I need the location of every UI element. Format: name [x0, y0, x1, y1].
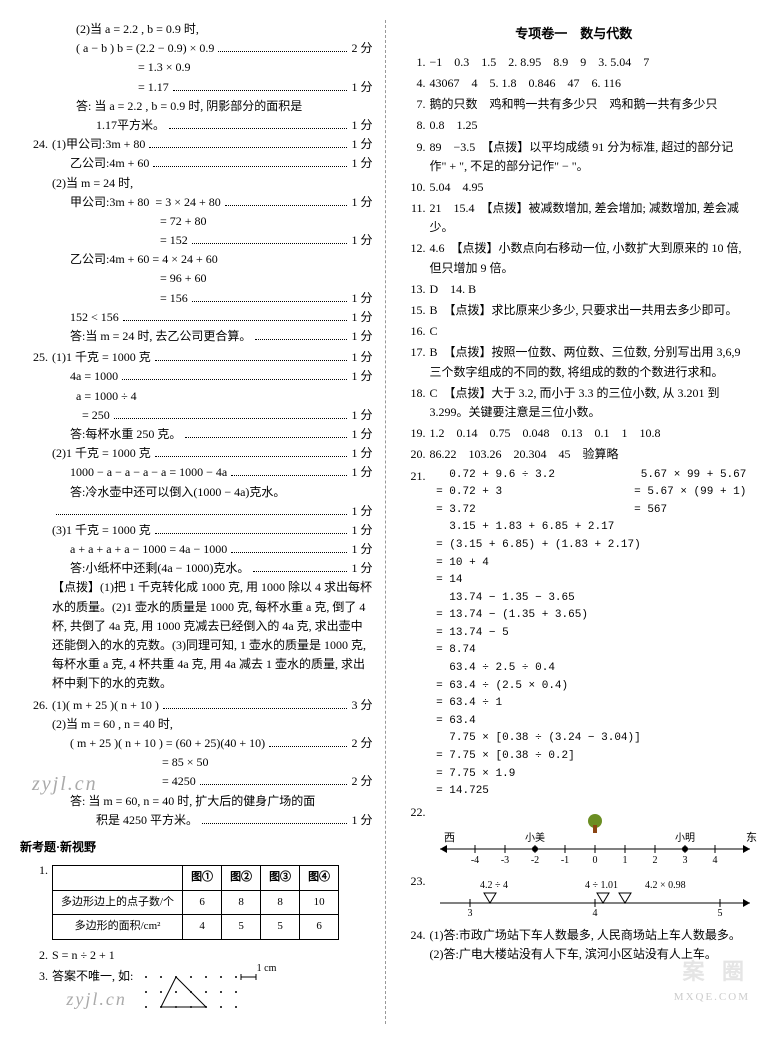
- svg-text:-4: -4: [470, 855, 478, 864]
- right-column: 专项卷一 数与代数 1.−1 0.3 1.5 2. 8.95 8.9 9 3. …: [398, 20, 751, 1024]
- number-line-icon: -4 -3 -2 -1 0 1 2 3 4 小美 小明 西 东: [430, 809, 760, 864]
- svg-text:1: 1: [622, 855, 627, 864]
- svg-text:4: 4: [592, 908, 597, 918]
- svg-text:小明: 小明: [675, 832, 695, 844]
- q23: 23. 3 4 5 4.2 ÷ 4 4 ÷ 1.01 4.2 × 0.98: [398, 872, 751, 924]
- q23-2: (2)当 a = 2.2 , b = 0.9 时, ( a − b ) b = …: [20, 20, 373, 135]
- column-divider: [385, 20, 386, 1024]
- svg-text:-2: -2: [530, 855, 538, 864]
- number-line-icon: 3 4 5 4.2 ÷ 4 4 ÷ 1.01 4.2 × 0.98: [430, 878, 760, 918]
- q21: 21. 0.72 + 9.6 ÷ 3.2 5.67 × 99 + 5.67 = …: [398, 467, 751, 801]
- text-line: (2)当 a = 2.2 , b = 0.9 时,: [76, 20, 373, 39]
- watermark-bottom: 案 圈: [398, 954, 751, 989]
- svg-text:西: 西: [444, 832, 455, 844]
- svg-text:3: 3: [682, 855, 687, 864]
- left-column: (2)当 a = 2.2 , b = 0.9 时, ( a − b ) b = …: [20, 20, 373, 1024]
- svg-text:东: 东: [746, 831, 757, 844]
- q22: 22. -4-3-2-101234: [398, 803, 751, 870]
- svg-text:4 ÷ 1.01: 4 ÷ 1.01: [585, 880, 618, 891]
- svg-text:4.2 × 0.98: 4.2 × 0.98: [645, 880, 686, 891]
- svg-text:-1: -1: [560, 855, 568, 864]
- q24: 24. (1)甲公司:3m + 801 分 乙公司:4m + 601 分 (2)…: [20, 135, 373, 346]
- svg-text:-3: -3: [500, 855, 508, 864]
- q25: 25. (1)1 千克 = 1000 克1 分 4a = 10001 分 a =…: [20, 348, 373, 693]
- q26: 26. (1)( m + 25 )( n + 10 )3 分 (2)当 m = …: [20, 696, 373, 830]
- polygon-table: 图① 图② 图③ 图④ 多边形边上的点子数/个 6 8 8 10 多边形的面积/…: [52, 865, 339, 940]
- new-topic-header: 新考题·新视野: [20, 838, 373, 857]
- watermark: zyjl.cn: [66, 985, 127, 1014]
- svg-text:0: 0: [592, 855, 597, 864]
- section-title: 专项卷一 数与代数: [398, 24, 751, 45]
- svg-text:3: 3: [467, 908, 472, 918]
- calc-lines: = 0.72 + 3 = 5.67 × (99 + 1) = 3.72 = 56…: [430, 484, 751, 801]
- watermark: zyjl.cn: [32, 768, 98, 800]
- dot-grid-icon: [136, 967, 276, 1022]
- table-row: 多边形的面积/cm² 4 5 5 6: [53, 915, 339, 940]
- svg-text:小美: 小美: [525, 831, 545, 844]
- svg-text:5: 5: [717, 908, 722, 918]
- svg-text:4: 4: [712, 855, 717, 864]
- table-row: 图① 图② 图③ 图④: [53, 866, 339, 891]
- q25-hint: 【点拨】(1)把 1 千克转化成 1000 克, 用 1000 除以 4 求出每…: [52, 578, 373, 693]
- new-q1: 1. 图① 图② 图③ 图④ 多边形边上的点子数/个 6 8 8: [20, 861, 373, 944]
- table-row: 多边形边上的点子数/个 6 8 8 10: [53, 890, 339, 915]
- page-columns: (2)当 a = 2.2 , b = 0.9 时, ( a − b ) b = …: [20, 20, 750, 1024]
- new-q2: 2. S = n ÷ 2 + 1: [20, 946, 373, 965]
- watermark-url: MXQE.COM: [398, 989, 751, 1007]
- new-q3: 3. 答案不唯一, 如: 1 cm: [20, 967, 373, 1022]
- svg-text:2: 2: [652, 855, 657, 864]
- svg-text:4.2 ÷ 4: 4.2 ÷ 4: [480, 880, 508, 891]
